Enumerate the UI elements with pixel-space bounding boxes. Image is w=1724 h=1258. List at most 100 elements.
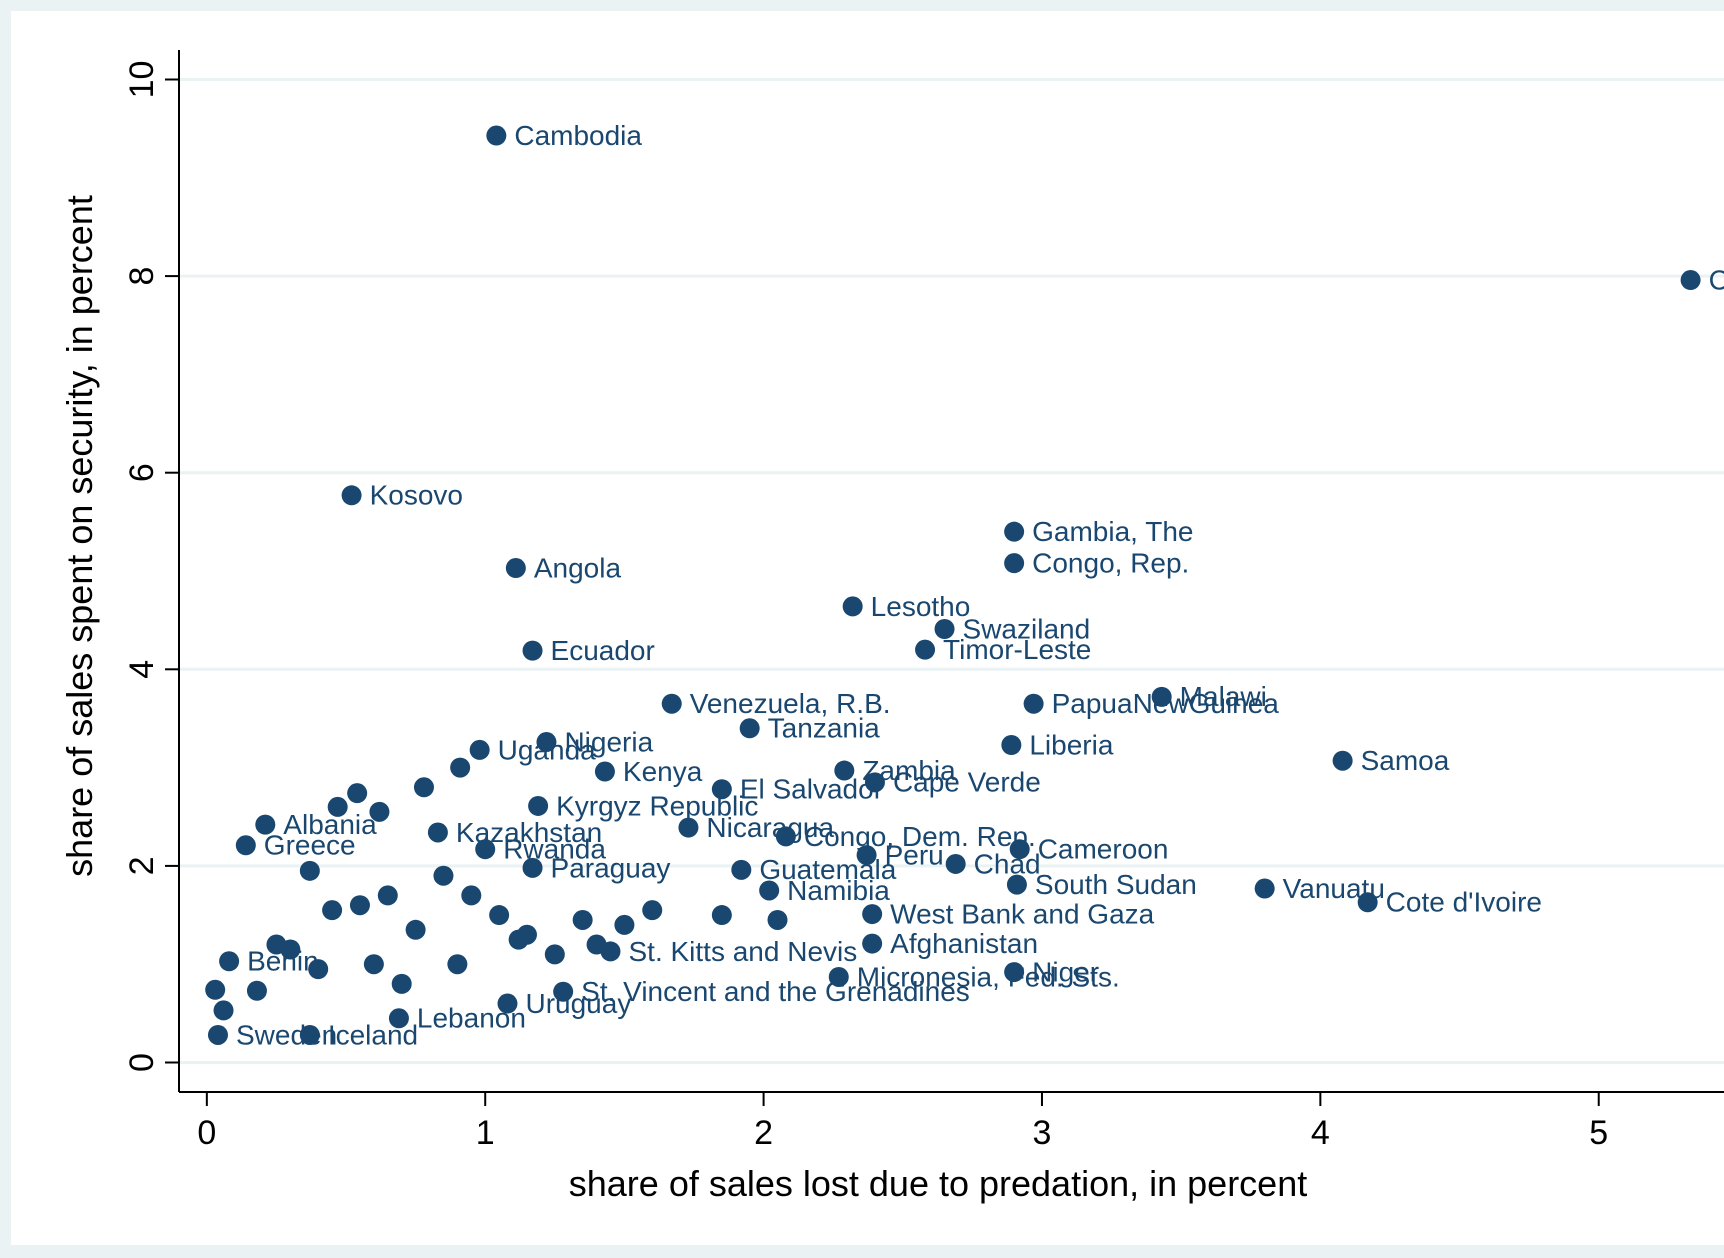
point [207, 1024, 228, 1045]
point [1009, 839, 1030, 860]
point [508, 929, 529, 950]
x-tick-label: 5 [1589, 1114, 1608, 1152]
point-label: Timor-Leste [943, 634, 1091, 665]
x-tick-label: 3 [1033, 1114, 1052, 1152]
point-label: Cape Verde [893, 767, 1041, 798]
point-label: Nigeria [564, 726, 653, 757]
point-label: Guatemala [759, 854, 896, 885]
point [308, 959, 329, 980]
point [767, 909, 788, 930]
point [266, 934, 287, 955]
point [391, 973, 412, 994]
point-label: Kyrgyz Republic [556, 790, 758, 821]
y-tick-label: 8 [123, 267, 161, 286]
point [213, 1000, 234, 1021]
point [347, 783, 368, 804]
point-label: Uruguay [525, 988, 631, 1019]
point-label: Iceland [328, 1019, 418, 1050]
point [461, 885, 482, 906]
point [1680, 270, 1701, 291]
point [1151, 686, 1172, 707]
point [497, 993, 518, 1014]
point-label: Uganda [498, 734, 597, 765]
point [553, 981, 574, 1002]
point [388, 1008, 409, 1029]
point [405, 919, 426, 940]
point [522, 857, 543, 878]
point-label: Liberia [1029, 729, 1113, 760]
point [731, 859, 752, 880]
point [255, 814, 276, 835]
point-label: Cameroon [1038, 834, 1169, 865]
point [572, 909, 593, 930]
point-label: Malawi [1180, 681, 1267, 712]
point [322, 900, 343, 921]
point [447, 954, 468, 975]
y-tick-label: 2 [123, 856, 161, 875]
point [642, 900, 663, 921]
point [739, 718, 760, 739]
point [1006, 874, 1027, 895]
point [536, 732, 557, 753]
point [945, 853, 966, 874]
point [1357, 892, 1378, 913]
point [433, 865, 454, 886]
x-tick-label: 0 [197, 1114, 216, 1152]
point [363, 954, 384, 975]
point-label: Afghanistan [890, 928, 1038, 959]
point [1004, 553, 1025, 574]
point-label: Tanzania [768, 713, 881, 744]
point-label: Cote d'Ivoire [1386, 887, 1542, 918]
point [828, 966, 849, 987]
point-label: Swaziland [963, 613, 1091, 644]
point-label: Greece [264, 830, 356, 861]
point [413, 777, 434, 798]
point [862, 904, 883, 925]
point-label: Sweden [236, 1019, 337, 1050]
point-label: Albania [283, 809, 377, 840]
point [369, 801, 390, 822]
point-label: South Sudan [1035, 869, 1197, 900]
point [528, 795, 549, 816]
y-tick-label: 6 [123, 463, 161, 482]
plot-background [11, 11, 1724, 1245]
point-label: PapuaNewGuinea [1052, 688, 1280, 719]
point [299, 860, 320, 881]
point [1023, 693, 1044, 714]
point [427, 822, 448, 843]
point-label: Congo, Rep. [1032, 548, 1189, 579]
point-label: C.A.R. [1709, 264, 1724, 295]
point [614, 914, 635, 935]
x-tick-label: 4 [1311, 1114, 1330, 1152]
point [915, 639, 936, 660]
point [661, 693, 682, 714]
point [341, 485, 362, 506]
point [678, 817, 699, 838]
point [489, 905, 510, 926]
x-axis-label: share of sales lost due to predation, in… [569, 1163, 1307, 1204]
point [1004, 521, 1025, 542]
point [934, 618, 955, 639]
y-axis-label: share of sales spent on security, in per… [59, 195, 100, 877]
point [327, 796, 348, 817]
point-label: Chad [974, 848, 1041, 879]
point [1254, 878, 1275, 899]
point [711, 779, 732, 800]
point-label: Samoa [1361, 745, 1450, 776]
point-label: El Salvador [740, 774, 883, 805]
point [469, 739, 490, 760]
point [842, 596, 863, 617]
point [349, 895, 370, 916]
point-label: West Bank and Gaza [890, 898, 1154, 929]
point [1332, 750, 1353, 771]
point-label: Venezuela, R.B. [690, 688, 891, 719]
point-label: Namibia [787, 875, 890, 906]
point [864, 772, 885, 793]
point [246, 980, 267, 1001]
x-tick-label: 1 [476, 1114, 495, 1152]
point [522, 640, 543, 661]
y-tick-label: 0 [123, 1053, 161, 1072]
point [834, 760, 855, 781]
point [1004, 962, 1025, 983]
